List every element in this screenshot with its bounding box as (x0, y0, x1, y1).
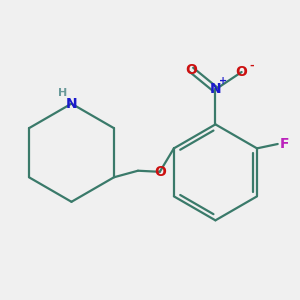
Text: O: O (185, 63, 197, 77)
Text: H: H (58, 88, 68, 98)
Text: -: - (249, 61, 254, 70)
Text: O: O (154, 165, 166, 179)
Text: O: O (236, 65, 248, 79)
Text: F: F (280, 137, 290, 151)
Text: +: + (219, 76, 227, 86)
Text: N: N (66, 97, 77, 111)
Text: N: N (210, 82, 221, 97)
